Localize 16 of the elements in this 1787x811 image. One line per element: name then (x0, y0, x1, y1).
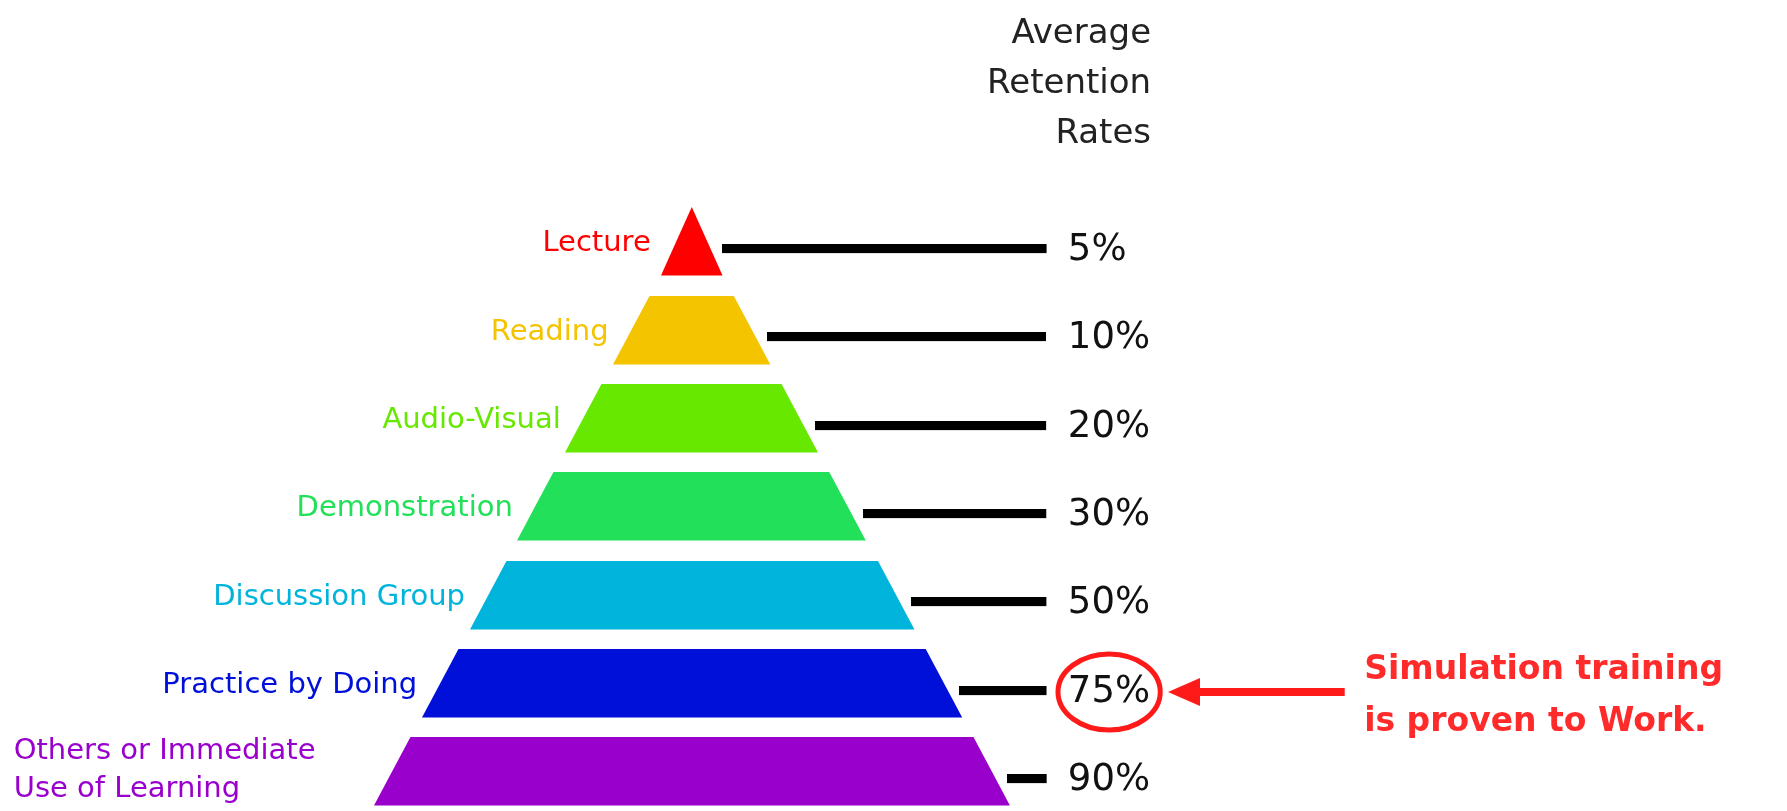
data-label: 5% (1067, 226, 1127, 270)
data-label: 10% (1067, 314, 1151, 358)
data-label: 75% (1067, 667, 1151, 711)
data-label: 30% (1067, 491, 1151, 535)
category-label: Reading (490, 312, 609, 347)
text: Average Retention Rates (987, 11, 1152, 152)
category-label: Demonstration (296, 489, 513, 524)
category-label: Practice by Doing (162, 666, 418, 701)
data-label: 20% (1067, 402, 1151, 446)
data-label: 50% (1067, 579, 1151, 623)
category-label: Discussion Group (213, 577, 465, 612)
data-label: 90% (1067, 756, 1151, 799)
category-label: Others or Immediate Use of Learning (13, 731, 316, 805)
text: Simulation training is proven to Work. (1364, 648, 1723, 740)
category-label: Audio-Visual (382, 401, 561, 436)
category-label: Lecture (542, 224, 651, 259)
